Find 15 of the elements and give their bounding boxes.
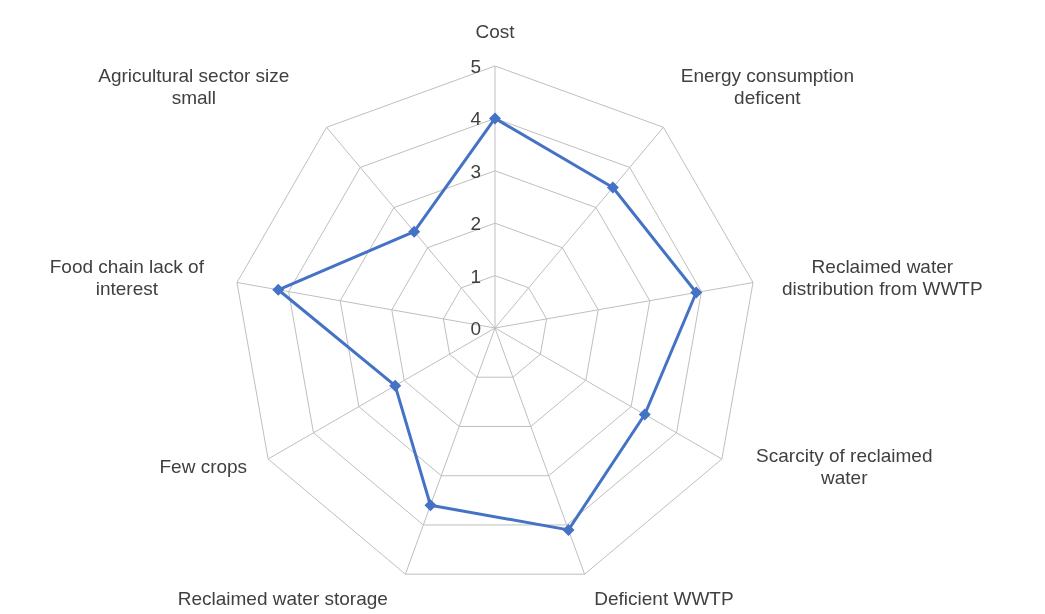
spoke-label: Few crops — [159, 456, 248, 477]
spoke-label: Reclaimed water storage — [177, 588, 388, 610]
spoke-label: Scarcity of reclaimed water — [756, 445, 933, 488]
spoke-label: Energy consumption deficent — [680, 64, 854, 108]
spoke-label: Agricultural sector size small — [98, 64, 290, 108]
spoke-label: Food chain lack of interest — [49, 256, 205, 300]
y-tick-label: 2 — [470, 213, 481, 235]
spoke-label: Reclaimed water distribution from WWTP — [782, 256, 983, 300]
spoke-label: Cost — [475, 21, 516, 42]
y-tick-label: 3 — [470, 160, 481, 182]
y-tick-label: 4 — [470, 108, 482, 130]
y-tick-label: 0 — [470, 318, 481, 339]
spoke-label: Deficient WWTP — [594, 588, 734, 610]
y-tick-label: 5 — [470, 56, 481, 77]
y-tick-label: 1 — [470, 265, 481, 287]
